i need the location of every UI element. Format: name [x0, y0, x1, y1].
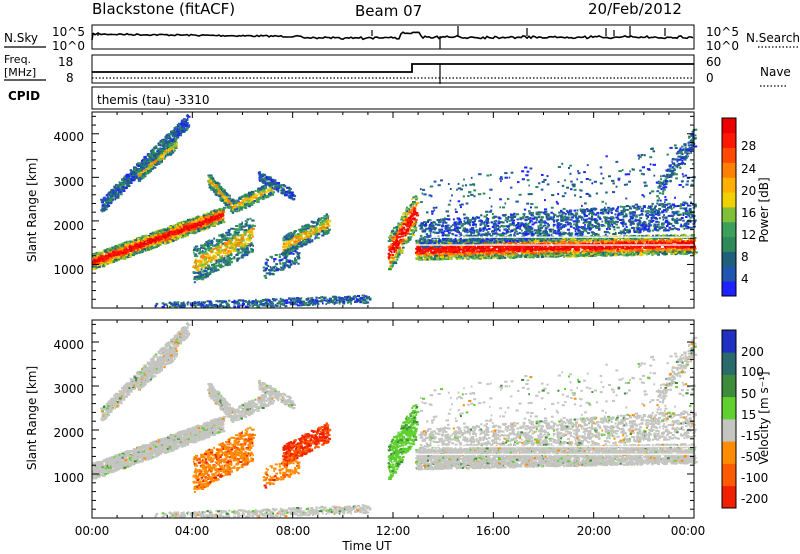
power-echo [144, 241, 146, 243]
radar-figure: Blackstone (fitACF) Beam 07 20/Feb/2012 … [0, 0, 800, 554]
cpid-label: CPID [8, 89, 40, 103]
power-echo [172, 226, 174, 228]
cpid-value: themis (tau) -3310 [97, 93, 210, 107]
power-echo [166, 229, 168, 231]
noise-left-tick-top: 10^5 [52, 25, 85, 39]
noise-search-label: N.Search [746, 31, 800, 45]
power-echo [210, 224, 212, 226]
power-echo [119, 252, 121, 254]
noise-sky-label: N.Sky [4, 31, 38, 45]
power-echo [222, 209, 225, 211]
nave-tick-bottom: 0 [706, 71, 714, 85]
power-echo [98, 257, 100, 259]
power-echo [114, 245, 117, 247]
power-echo [194, 221, 197, 223]
noise-sky-trace [92, 32, 693, 40]
power-echo [105, 253, 108, 255]
power-echo [159, 242, 161, 244]
power-echo [222, 211, 225, 213]
power-echo [134, 251, 137, 253]
freq-tick-top: 18 [58, 55, 73, 69]
power-echo [102, 265, 105, 267]
power-echo [122, 247, 124, 249]
freq-label-line1: Freq. [4, 53, 31, 66]
power-echo [152, 232, 154, 234]
noise-panel: N.Sky 10^5 10^0 10^5 10^0 N.Search [4, 25, 800, 53]
power-echo [207, 217, 210, 219]
date-label: 20/Feb/2012 [588, 0, 682, 18]
power-echo [107, 262, 111, 264]
power-echo [100, 255, 102, 257]
site-title: Blackstone (fitACF) [92, 0, 235, 18]
power-echo [223, 207, 227, 209]
power-echo [138, 245, 142, 247]
power-echo [109, 251, 111, 253]
nave-label: Nave [760, 65, 791, 79]
power-echo [148, 245, 150, 247]
power-echo [203, 227, 206, 229]
freq-tick-bottom: 8 [66, 71, 74, 85]
power-echo [189, 221, 191, 223]
power-panel: Slant Range [km] 4000 3000 2000 1000 [25, 112, 698, 308]
power-echo [205, 214, 207, 216]
power-echo [129, 250, 131, 252]
power-echo [182, 228, 185, 230]
power-echo [222, 215, 225, 217]
power-echo [187, 219, 189, 221]
power-echo [151, 247, 153, 249]
power-echo [191, 224, 194, 226]
power-echo [200, 227, 202, 229]
beam-label: Beam 07 [355, 2, 422, 20]
nave-tick-top: 60 [706, 55, 721, 69]
power-echo [182, 233, 185, 235]
freq-panel: Freq. [MHz] 18 8 60 0 Nave [4, 53, 791, 86]
noise-right-tick-top: 10^5 [706, 25, 739, 39]
power-echo [191, 221, 193, 223]
power-echo [125, 242, 127, 244]
power-echo [132, 246, 134, 248]
power-echo [212, 216, 215, 218]
noise-right-tick-bottom: 10^0 [706, 39, 739, 53]
power-echo [185, 227, 187, 229]
noise-left-tick-bottom: 10^0 [52, 39, 85, 53]
freq-trace [92, 64, 694, 72]
power-echo [97, 253, 100, 255]
power-echo [110, 249, 113, 251]
freq-label-line2: [MHz] [4, 66, 36, 79]
power-echo [132, 254, 135, 256]
power-echo [212, 219, 215, 221]
